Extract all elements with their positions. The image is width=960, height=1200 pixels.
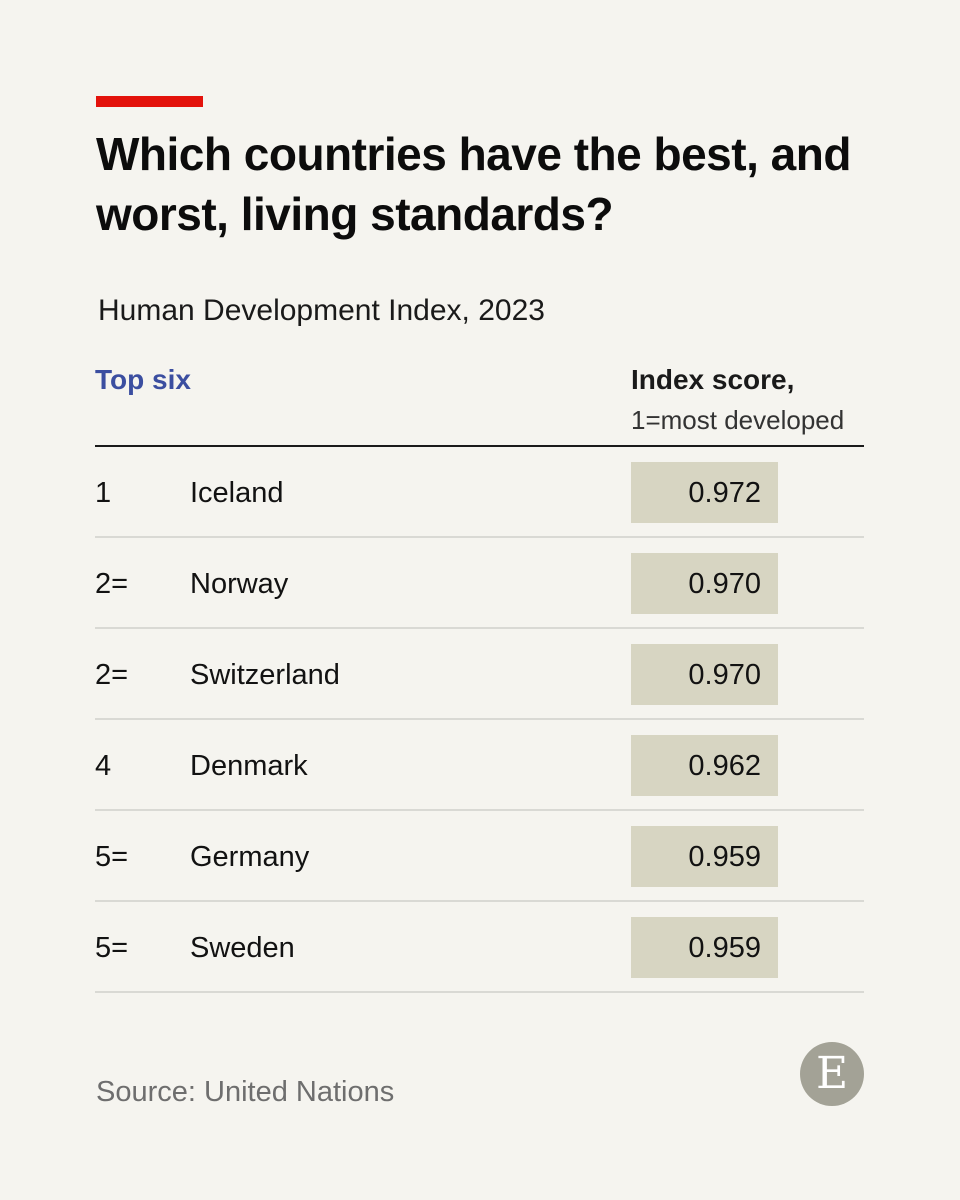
country-label: Norway	[190, 568, 289, 600]
score-value: 0.970	[688, 568, 761, 600]
table-row: 1 Iceland 0.972	[95, 447, 864, 538]
score-box: 0.959	[631, 917, 778, 978]
chart-subtitle: Human Development Index, 2023	[98, 294, 545, 327]
rank-label: 2=	[95, 568, 129, 600]
source-note: Source: United Nations	[96, 1076, 395, 1108]
rank-label: 4	[95, 750, 112, 782]
economist-logo-icon: E	[800, 1042, 864, 1106]
score-box: 0.962	[631, 735, 778, 796]
score-value: 0.962	[688, 750, 761, 782]
table-row: 2= Norway 0.970	[95, 538, 864, 629]
header-rule	[95, 445, 864, 447]
table-row: 5= Germany 0.959	[95, 811, 864, 902]
rank-label: 2=	[95, 659, 129, 691]
country-label: Iceland	[190, 477, 284, 509]
score-box: 0.970	[631, 553, 778, 614]
country-label: Denmark	[190, 750, 308, 782]
score-value: 0.959	[688, 841, 761, 873]
accent-bar	[96, 96, 203, 107]
country-label: Sweden	[190, 932, 295, 964]
section-label: Top six	[95, 364, 191, 395]
score-value: 0.970	[688, 659, 761, 691]
score-box: 0.970	[631, 644, 778, 705]
country-label: Germany	[190, 841, 310, 873]
table-row: 2= Switzerland 0.970	[95, 629, 864, 720]
ranking-table: 1 Iceland 0.972 2= Norway 0.970 2= Switzerland 0…	[95, 447, 864, 993]
score-box: 0.972	[631, 462, 778, 523]
column-header: Index score,	[631, 364, 795, 395]
score-value: 0.959	[688, 932, 761, 964]
table-row: 5= Sweden 0.959	[95, 902, 864, 993]
table-row: 4 Denmark 0.962	[95, 720, 864, 811]
score-box: 0.959	[631, 826, 778, 887]
country-label: Switzerland	[190, 659, 340, 691]
rank-label: 5=	[95, 841, 129, 873]
score-value: 0.972	[688, 477, 761, 509]
rank-label: 5=	[95, 932, 129, 964]
rank-label: 1	[95, 477, 112, 509]
column-subheader: 1=most developed	[631, 405, 845, 435]
chart-title: Which countries have the best, and worst…	[96, 128, 851, 240]
